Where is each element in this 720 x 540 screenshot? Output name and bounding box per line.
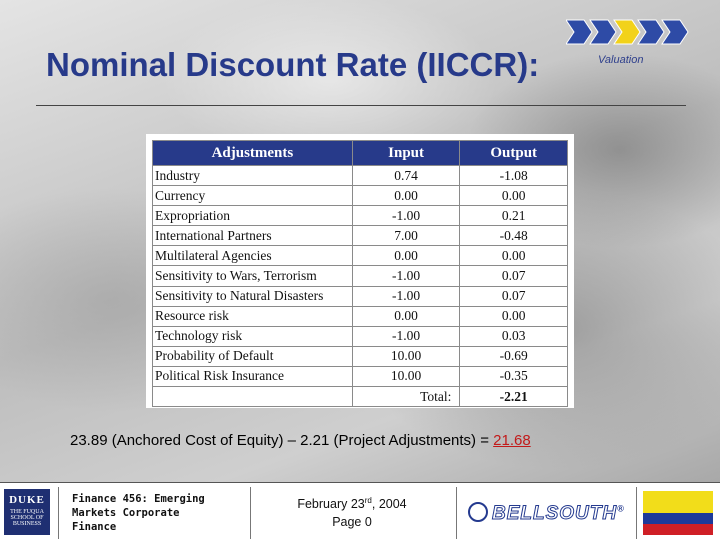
footer: DUKE THE FUQUA SCHOOL OF BUSINESS Financ… bbox=[0, 482, 720, 540]
table-row: Sensitivity to Natural Disasters -1.00 0.0… bbox=[152, 285, 568, 307]
row-input: 10.00 bbox=[351, 345, 461, 367]
nav-chevron bbox=[637, 19, 665, 45]
course-line: Finance 456: Emerging bbox=[72, 493, 205, 505]
row-output: -0.48 bbox=[459, 225, 568, 247]
row-output: -0.69 bbox=[459, 345, 568, 367]
row-label: Political Risk Insurance bbox=[152, 365, 353, 388]
row-output: 0.07 bbox=[459, 265, 568, 287]
row-output: -1.08 bbox=[459, 164, 568, 187]
row-label: Probability of Default bbox=[152, 345, 353, 367]
bellsouth-logo: BELLSOUTH® bbox=[468, 502, 625, 525]
row-input: 0.00 bbox=[351, 305, 461, 327]
colombia-flag-icon bbox=[643, 491, 713, 535]
row-output: 0.21 bbox=[459, 205, 568, 227]
row-label: Expropriation bbox=[152, 205, 353, 227]
footer-date: February 23rd, 2004 bbox=[297, 496, 407, 512]
row-output: 0.03 bbox=[459, 325, 568, 347]
row-input: 7.00 bbox=[351, 225, 461, 247]
row-label: Industry bbox=[152, 164, 353, 187]
row-input: -1.00 bbox=[351, 205, 461, 227]
table-row: Industry 0.74 -1.08 bbox=[152, 164, 568, 187]
table-row: Technology risk -1.00 0.03 bbox=[152, 325, 568, 347]
row-input: -1.00 bbox=[351, 325, 461, 347]
row-label: International Partners bbox=[152, 225, 353, 247]
section-nav-chevrons bbox=[566, 19, 689, 45]
table-row: Sensitivity to Wars, Terrorism -1.00 0.07 bbox=[152, 265, 568, 287]
table-header-row: Adjustments Input Output bbox=[152, 140, 568, 166]
header-output: Output bbox=[459, 140, 568, 166]
registered-mark: ® bbox=[617, 503, 625, 514]
table-row: Multilateral Agencies 0.00 0.00 bbox=[152, 245, 568, 267]
row-label: Multilateral Agencies bbox=[152, 245, 353, 267]
table-row: Resource risk 0.00 0.00 bbox=[152, 305, 568, 327]
row-label: Sensitivity to Natural Disasters bbox=[152, 285, 353, 307]
course-line: Finance bbox=[72, 521, 117, 533]
row-input: -1.00 bbox=[351, 265, 461, 287]
total-label: Total: bbox=[351, 386, 461, 408]
total-value: -2.21 bbox=[459, 386, 568, 408]
duke-logo-word: DUKE bbox=[9, 494, 45, 506]
row-output: 0.07 bbox=[459, 285, 568, 307]
formula-line: 23.89 (Anchored Cost of Equity) – 2.21 (… bbox=[70, 432, 670, 449]
page-number: Page 0 bbox=[332, 515, 372, 530]
footer-divider bbox=[58, 487, 59, 539]
row-output: -0.35 bbox=[459, 365, 568, 388]
nav-chevron bbox=[589, 19, 617, 45]
row-input: 0.00 bbox=[351, 245, 461, 267]
adjustments-table-container: Adjustments Input Output Industry 0.74 -1.… bbox=[146, 134, 574, 408]
duke-logo-sub: THE FUQUA SCHOOL OF BUSINESS bbox=[10, 509, 44, 527]
row-label: Currency bbox=[152, 185, 353, 207]
table-row: Currency 0.00 0.00 bbox=[152, 185, 568, 207]
row-output: 0.00 bbox=[459, 305, 568, 327]
course-name: Finance 456: Emerging Markets Corporate … bbox=[72, 492, 237, 534]
adjustments-table: Adjustments Input Output Industry 0.74 -1.… bbox=[152, 140, 568, 408]
footer-divider bbox=[250, 487, 251, 539]
table-row: Probability of Default 10.00 -0.69 bbox=[152, 345, 568, 367]
brand-name: BELLSOUTH bbox=[491, 503, 618, 525]
row-label: Sensitivity to Wars, Terrorism bbox=[152, 265, 353, 287]
header-input: Input bbox=[351, 140, 461, 166]
row-output: 0.00 bbox=[459, 245, 568, 267]
table-row: Expropriation -1.00 0.21 bbox=[152, 205, 568, 227]
table-body: Industry 0.74 -1.08 Currency 0.00 0.00 Expropr… bbox=[152, 164, 568, 408]
footer-date-page: February 23rd, 2004 Page 0 bbox=[262, 492, 442, 531]
duke-fuqua-logo: DUKE THE FUQUA SCHOOL OF BUSINESS bbox=[4, 489, 50, 535]
footer-divider bbox=[456, 487, 457, 539]
nav-chevron bbox=[566, 19, 593, 45]
table-row: Political Risk Insurance 10.00 -0.35 bbox=[152, 365, 568, 388]
title-divider bbox=[36, 105, 686, 106]
header-adjustments: Adjustments bbox=[152, 140, 353, 166]
nav-chevron bbox=[661, 19, 689, 45]
course-line: Markets Corporate bbox=[72, 507, 180, 519]
row-input: 10.00 bbox=[351, 365, 461, 388]
row-label: Technology risk bbox=[152, 325, 353, 347]
row-input: -1.00 bbox=[351, 285, 461, 307]
table-row: International Partners 7.00 -0.48 bbox=[152, 225, 568, 247]
row-input: 0.00 bbox=[351, 185, 461, 207]
bellsouth-bell-icon bbox=[468, 502, 488, 522]
section-label: Valuation bbox=[598, 54, 644, 66]
formula-text: 23.89 (Anchored Cost of Equity) – 2.21 (… bbox=[70, 432, 494, 449]
table-total-row: Total: -2.21 bbox=[152, 386, 568, 408]
formula-result: 21.68 bbox=[493, 432, 531, 449]
footer-divider bbox=[636, 487, 637, 539]
nav-chevron bbox=[613, 19, 641, 45]
row-label: Resource risk bbox=[152, 305, 353, 327]
row-output: 0.00 bbox=[459, 185, 568, 207]
page-title: Nominal Discount Rate (IICCR): bbox=[46, 46, 540, 83]
row-input: 0.74 bbox=[351, 164, 461, 187]
total-spacer bbox=[152, 386, 353, 408]
